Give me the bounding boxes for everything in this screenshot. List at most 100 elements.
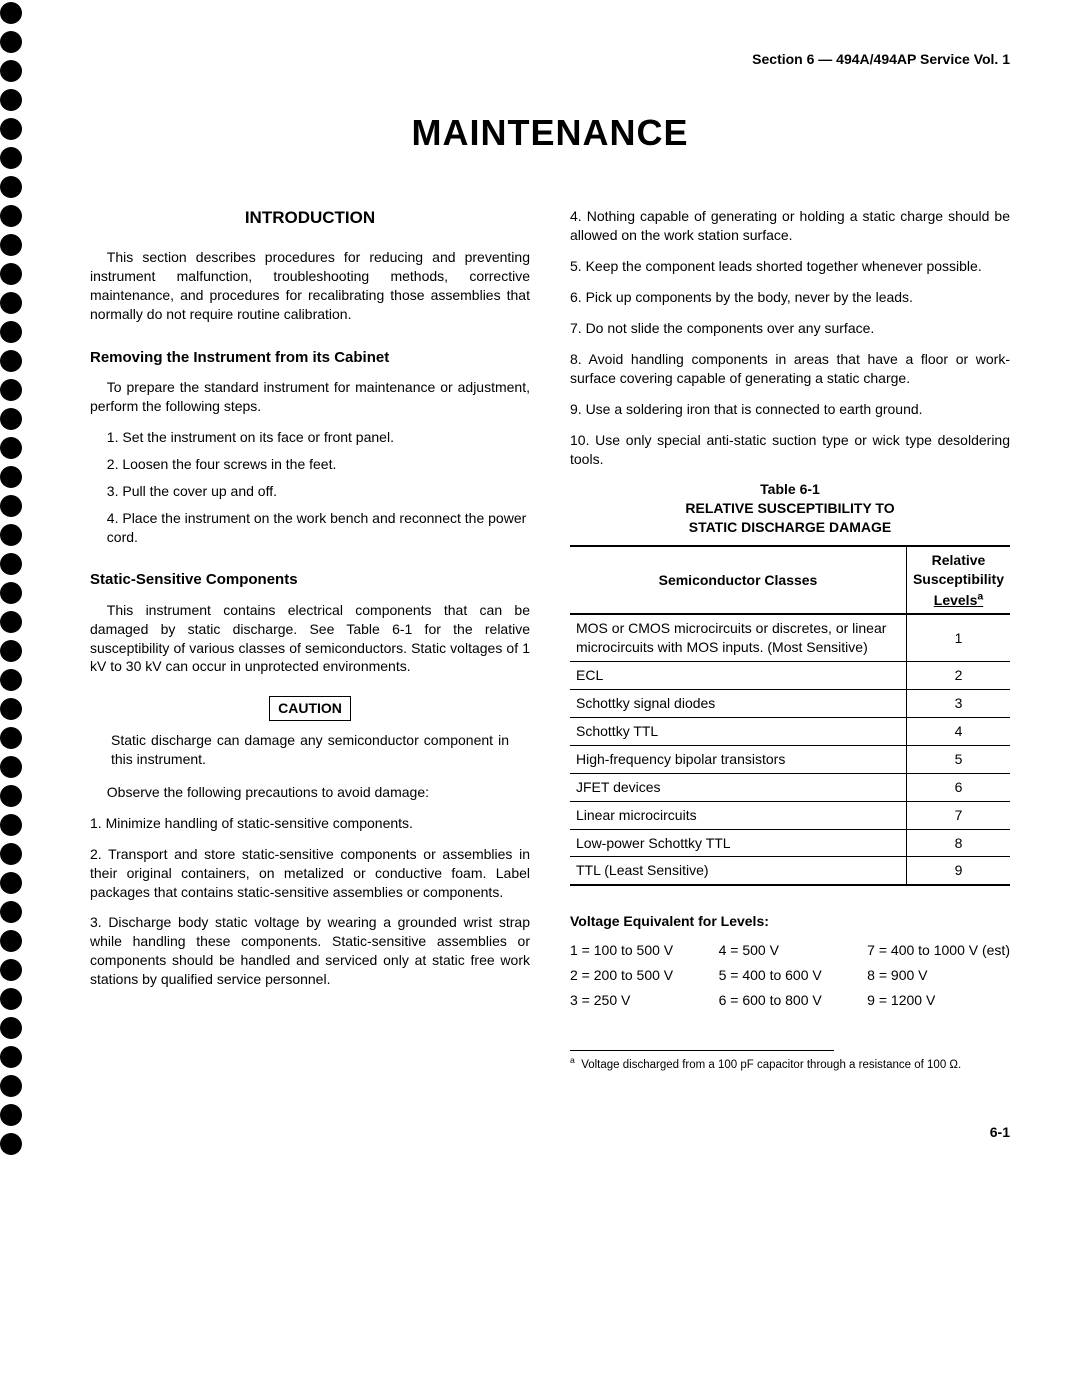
table-row: ECL2 [570, 662, 1010, 690]
hole-punch-icon [0, 727, 22, 749]
hole-punch-icon [0, 698, 22, 720]
cell-level: 3 [906, 690, 1010, 718]
cell-level: 8 [906, 829, 1010, 857]
th-classes: Semiconductor Classes [570, 546, 906, 614]
hole-punch-icon [0, 524, 22, 546]
hole-punch-icon [0, 1017, 22, 1039]
th-levels-l3: Levels [934, 592, 978, 608]
hole-punch-icon [0, 234, 22, 256]
hole-punch-icon [0, 785, 22, 807]
cell-class: JFET devices [570, 773, 906, 801]
table-row: Schottky TTL4 [570, 717, 1010, 745]
hole-punch-icon [0, 263, 22, 285]
cell-level: 6 [906, 773, 1010, 801]
cell-level: 9 [906, 857, 1010, 885]
cabinet-step: 2. Loosen the four screws in the feet. [107, 455, 530, 474]
right-column: 4. Nothing capable of generating or hold… [570, 207, 1010, 1072]
precaution-10: 10. Use only special anti-static suction… [570, 431, 1010, 469]
precaution-5: 5. Keep the component leads shorted toge… [570, 257, 1010, 276]
table-row: MOS or CMOS microcircuits or discretes, … [570, 614, 1010, 661]
cell-class: Schottky signal diodes [570, 690, 906, 718]
voltage-cell: 1 = 100 to 500 V [570, 941, 705, 960]
cell-level: 5 [906, 745, 1010, 773]
footnote: a Voltage discharged from a 100 pF capac… [570, 1055, 1010, 1073]
hole-punch-icon [0, 176, 22, 198]
hole-punch-icon [0, 379, 22, 401]
page-title: MAINTENANCE [90, 109, 1010, 158]
hole-punch-icon [0, 611, 22, 633]
precaution-6: 6. Pick up components by the body, never… [570, 288, 1010, 307]
left-column: INTRODUCTION This section describes proc… [90, 207, 530, 1072]
hole-punch-icon [0, 553, 22, 575]
voltage-cell: 4 = 500 V [719, 941, 854, 960]
table-row: Schottky signal diodes3 [570, 690, 1010, 718]
hole-punch-icon [0, 901, 22, 923]
voltage-cell: 7 = 400 to 1000 V (est) [867, 941, 1010, 960]
cabinet-step: 1. Set the instrument on its face or fro… [107, 428, 530, 447]
cabinet-step: 4. Place the instrument on the work benc… [107, 509, 530, 547]
hole-punch-icon [0, 669, 22, 691]
voltage-cell: 8 = 900 V [867, 966, 1010, 985]
precaution-9: 9. Use a soldering iron that is connecte… [570, 400, 1010, 419]
precaution-7: 7. Do not slide the components over any … [570, 319, 1010, 338]
cell-class: MOS or CMOS microcircuits or discretes, … [570, 614, 906, 661]
static-heading: Static-Sensitive Components [90, 570, 530, 590]
table-row: High-frequency bipolar transistors5 [570, 745, 1010, 773]
hole-punch-icon [0, 1104, 22, 1126]
table-row: Linear microcircuits7 [570, 801, 1010, 829]
table-title-line2: STATIC DISCHARGE DAMAGE [570, 518, 1010, 537]
table-title-line1: RELATIVE SUSCEPTIBILITY TO [570, 499, 1010, 518]
hole-punch-icon [0, 60, 22, 82]
hole-punch-icon [0, 843, 22, 865]
hole-punch-icon [0, 89, 22, 111]
th-levels-sup: a [977, 590, 983, 602]
section-header: Section 6 — 494A/494AP Service Vol. 1 [90, 50, 1010, 69]
th-levels-l2: Susceptibility [913, 571, 1004, 587]
cell-level: 1 [906, 614, 1010, 661]
cell-class: Schottky TTL [570, 717, 906, 745]
cabinet-step: 3. Pull the cover up and off. [107, 482, 530, 501]
cell-class: Linear microcircuits [570, 801, 906, 829]
hole-punch-icon [0, 988, 22, 1010]
footnote-marker: a [570, 1055, 575, 1065]
observe-line: Observe the following precautions to avo… [90, 783, 530, 802]
hole-punch-icon [0, 2, 22, 24]
cell-class: ECL [570, 662, 906, 690]
precaution-4: 4. Nothing capable of generating or hold… [570, 207, 1010, 245]
hole-punch-icon [0, 118, 22, 140]
intro-heading: INTRODUCTION [90, 207, 530, 230]
th-levels: Relative Susceptibility Levelsa [906, 546, 1010, 614]
hole-punch-icon [0, 1046, 22, 1068]
voltage-cell: 6 = 600 to 800 V [719, 991, 854, 1010]
cell-class: High-frequency bipolar transistors [570, 745, 906, 773]
voltage-cell: 3 = 250 V [570, 991, 705, 1010]
precaution-1: 1. Minimize handling of static-sensitive… [90, 814, 530, 833]
caution-label: CAUTION [269, 696, 351, 721]
cell-level: 2 [906, 662, 1010, 690]
hole-punch-icon [0, 466, 22, 488]
caution-text: Static discharge can damage any semicond… [90, 731, 530, 769]
hole-punch-icon [0, 756, 22, 778]
hole-punch-icon [0, 292, 22, 314]
cell-level: 4 [906, 717, 1010, 745]
hole-punch-icon [0, 205, 22, 227]
voltage-grid: 1 = 100 to 500 V 4 = 500 V 7 = 400 to 1000… [570, 941, 1010, 1010]
hole-punch-icon [0, 1133, 22, 1155]
voltage-cell: 9 = 1200 V [867, 991, 1010, 1010]
hole-punch-icon [0, 814, 22, 836]
table-row: JFET devices6 [570, 773, 1010, 801]
cell-level: 7 [906, 801, 1010, 829]
footnote-rule [570, 1050, 834, 1051]
hole-punch-column [0, 0, 30, 1182]
page-number: 6-1 [90, 1123, 1010, 1142]
hole-punch-icon [0, 582, 22, 604]
th-levels-l1: Relative [932, 552, 986, 568]
hole-punch-icon [0, 872, 22, 894]
voltage-cell: 2 = 200 to 500 V [570, 966, 705, 985]
precaution-8: 8. Avoid handling components in areas th… [570, 350, 1010, 388]
hole-punch-icon [0, 350, 22, 372]
caution-wrap: CAUTION [90, 688, 530, 731]
precaution-3: 3. Discharge body static voltage by wear… [90, 913, 530, 989]
hole-punch-icon [0, 640, 22, 662]
voltage-cell: 5 = 400 to 600 V [719, 966, 854, 985]
